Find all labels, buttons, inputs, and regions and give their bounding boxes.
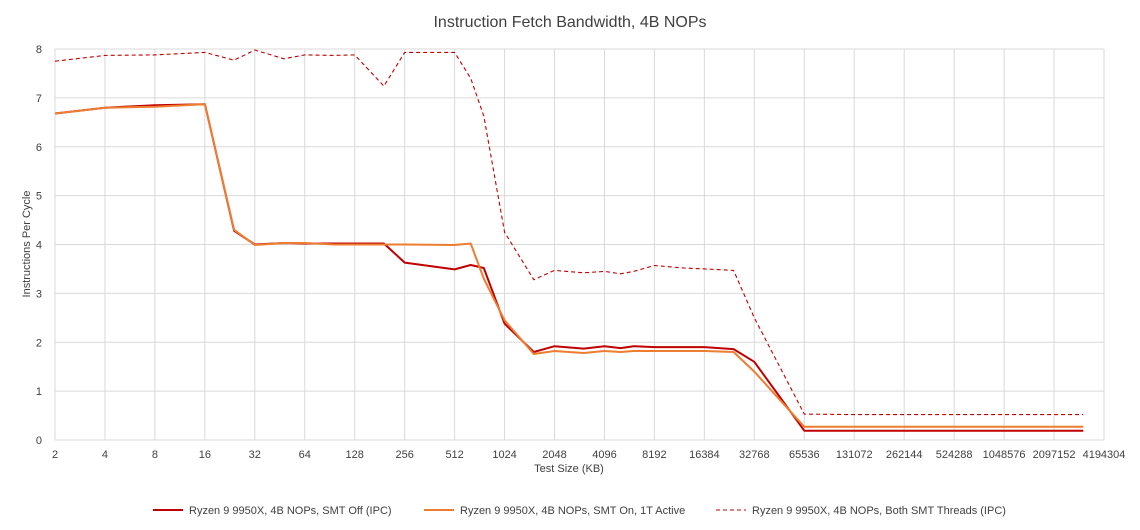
x-tick-label: 8	[152, 449, 158, 461]
gridlines	[54, 48, 1105, 441]
x-tick-label: 2097152	[1033, 449, 1076, 461]
y-tick-label: 0	[36, 435, 42, 447]
series-line-3	[54, 49, 1084, 416]
x-tick-label: 4096	[592, 449, 616, 461]
x-tick-label: 262144	[886, 449, 923, 461]
y-tick-label: 1	[36, 386, 42, 398]
x-tick-label: 524288	[936, 449, 973, 461]
chart-title: Instruction Fetch Bandwidth, 4B NOPs	[433, 14, 706, 31]
legend-label-1: Ryzen 9 9950X, 4B NOPs, SMT Off (IPC)	[189, 505, 392, 517]
legend-label-3: Ryzen 9 9950X, 4B NOPs, Both SMT Threads…	[752, 505, 1006, 517]
y-axis-title: Instructions Per Cycle	[21, 191, 33, 298]
x-tick-label: 64	[299, 449, 311, 461]
x-tick-label: 32768	[739, 449, 770, 461]
series-line-2	[54, 103, 1084, 428]
x-tick-label: 1024	[492, 449, 516, 461]
x-tick-label: 4194304	[1083, 449, 1126, 461]
x-tick-label: 1048576	[983, 449, 1026, 461]
x-tick-label: 128	[346, 449, 364, 461]
y-tick-label: 3	[36, 288, 42, 300]
x-tick-label: 256	[395, 449, 413, 461]
y-tick-label: 2	[36, 337, 42, 349]
x-tick-label: 131072	[836, 449, 873, 461]
y-tick-label: 6	[36, 142, 42, 154]
x-tick-label: 2	[52, 449, 58, 461]
x-tick-label: 16384	[689, 449, 720, 461]
y-tick-label: 8	[36, 44, 42, 56]
x-tick-label: 65536	[789, 449, 820, 461]
x-axis-title: Test Size (KB)	[534, 463, 604, 475]
x-tick-label: 4	[102, 449, 108, 461]
series-lines	[54, 49, 1084, 432]
x-tick-label: 16	[199, 449, 211, 461]
y-tick-label: 5	[36, 191, 42, 203]
y-axis-ticks: 0 1 2 3 4 5 6 7 8	[36, 44, 42, 447]
legend-label-2: Ryzen 9 9950X, 4B NOPs, SMT On, 1T Activ…	[460, 505, 685, 517]
y-tick-label: 7	[36, 93, 42, 105]
x-axis-ticks: 2 4 8 16 32 64 128 256 512 1024 2048 4096 8192 16384 3…	[52, 449, 1125, 461]
legend: Ryzen 9 9950X, 4B NOPs, SMT Off (IPC) Ryz…	[153, 505, 1006, 517]
y-tick-label: 4	[36, 240, 42, 252]
x-tick-label: 8192	[642, 449, 666, 461]
x-tick-label: 2048	[542, 449, 566, 461]
x-tick-label: 32	[249, 449, 261, 461]
x-tick-label: 512	[445, 449, 463, 461]
